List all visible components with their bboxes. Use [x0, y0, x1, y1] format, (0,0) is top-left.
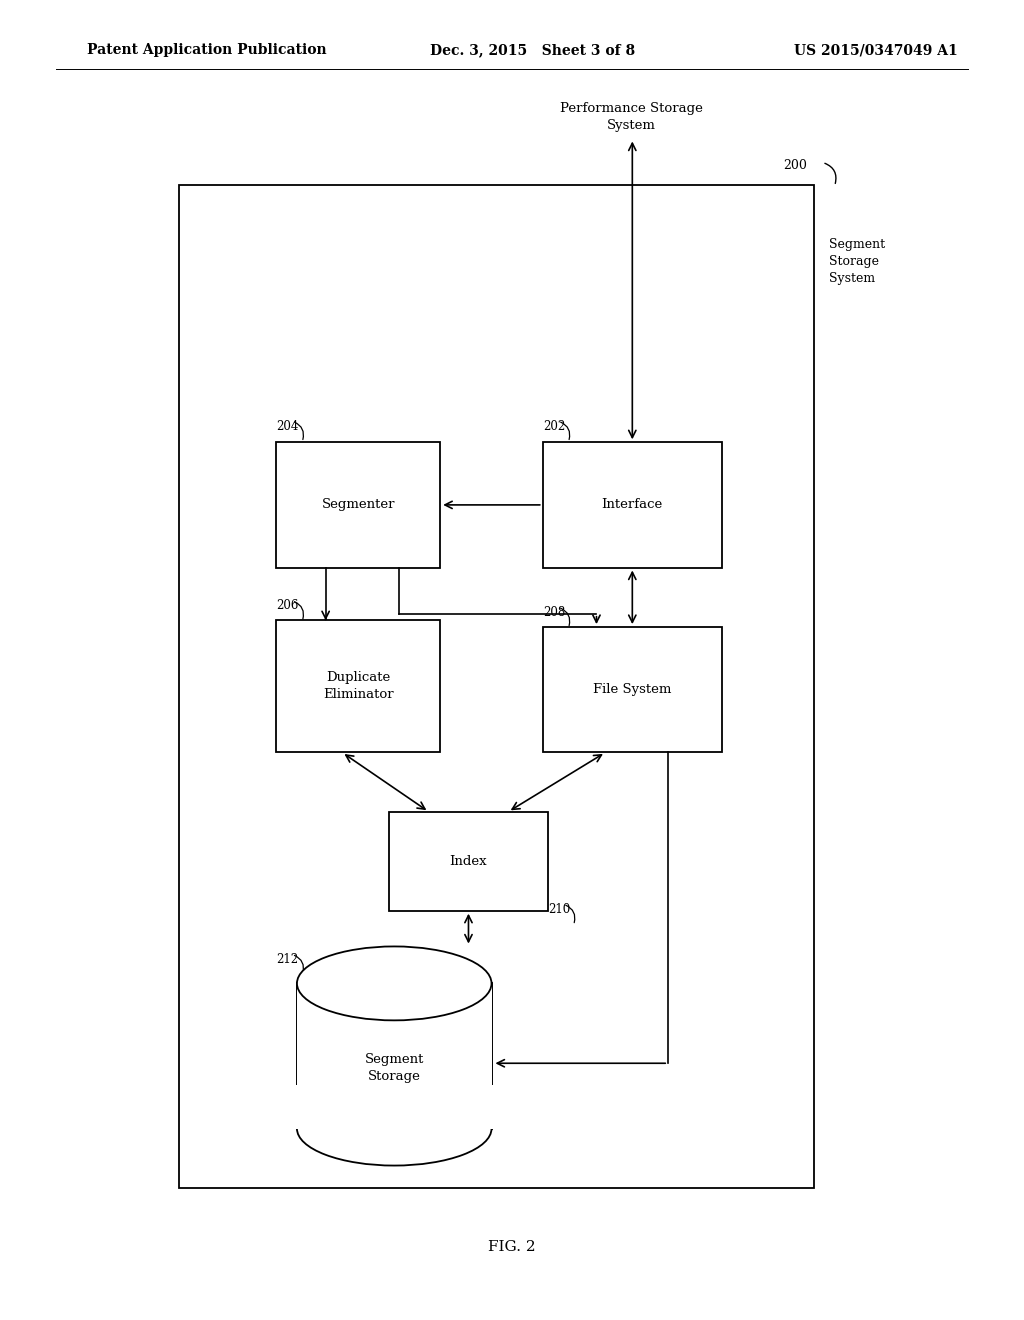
- Ellipse shape: [297, 1092, 492, 1166]
- Bar: [389, 812, 548, 911]
- Bar: [295, 1085, 494, 1129]
- Text: Segmenter: Segmenter: [322, 499, 395, 511]
- Text: 206: 206: [276, 599, 299, 612]
- Text: Duplicate
Eliminator: Duplicate Eliminator: [324, 672, 393, 701]
- Text: Segment
Storage
System: Segment Storage System: [829, 238, 886, 285]
- Text: Dec. 3, 2015   Sheet 3 of 8: Dec. 3, 2015 Sheet 3 of 8: [430, 44, 635, 57]
- Text: Index: Index: [450, 855, 487, 867]
- Text: FIG. 2: FIG. 2: [488, 1241, 536, 1254]
- Text: 200: 200: [783, 158, 807, 172]
- Text: 202: 202: [543, 420, 565, 433]
- Bar: [276, 442, 440, 568]
- Bar: [543, 627, 722, 752]
- Text: Segment
Storage: Segment Storage: [365, 1052, 424, 1082]
- Bar: [179, 185, 814, 1188]
- Text: 204: 204: [276, 420, 299, 433]
- Bar: [543, 442, 722, 568]
- Text: File System: File System: [593, 684, 672, 696]
- Text: 208: 208: [543, 606, 565, 619]
- Ellipse shape: [297, 946, 492, 1020]
- Bar: [276, 620, 440, 752]
- Bar: [297, 983, 492, 1129]
- Text: Interface: Interface: [602, 499, 663, 511]
- Text: 210: 210: [548, 903, 570, 916]
- Text: 212: 212: [276, 953, 299, 966]
- Text: Patent Application Publication: Patent Application Publication: [87, 44, 327, 57]
- Text: US 2015/0347049 A1: US 2015/0347049 A1: [794, 44, 957, 57]
- Text: Performance Storage
System: Performance Storage System: [560, 102, 703, 132]
